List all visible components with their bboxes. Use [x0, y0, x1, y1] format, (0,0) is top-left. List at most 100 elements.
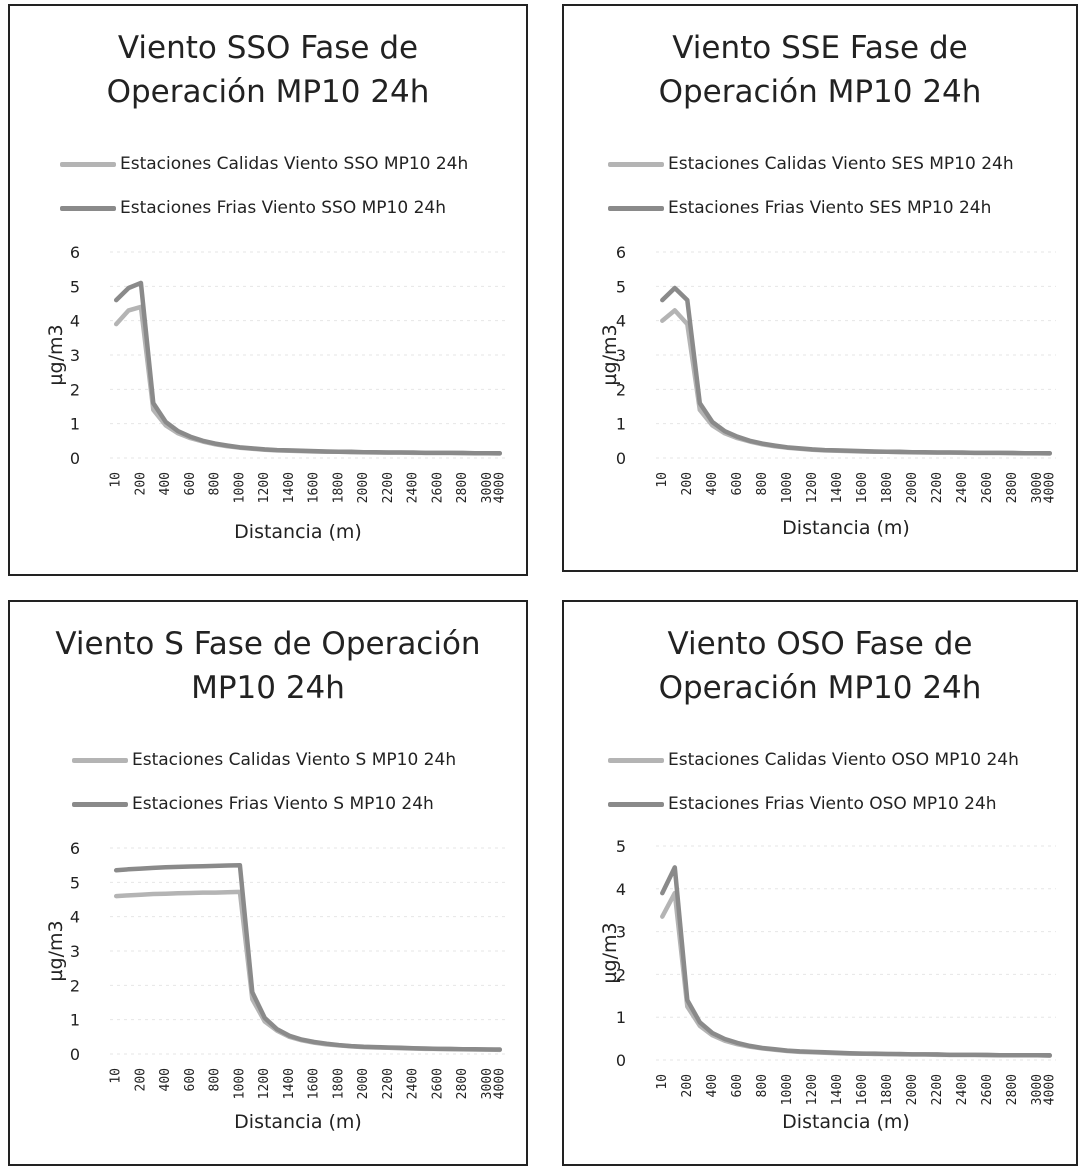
x-tick-label: 400 [705, 472, 720, 495]
x-tick-label: 2600 [980, 472, 995, 503]
x-tick-label: 4000 [492, 1068, 507, 1099]
chart-svg: 0 1 2 3 4 5 6 10 200 400 600 800 1000 1200 1400 1600 180… [45, 839, 507, 1133]
legend-swatch [72, 757, 128, 763]
legend-label: Estaciones Calidas Viento OSO MP10 24h [668, 750, 1019, 770]
legend-swatch [60, 205, 116, 211]
chart-legend: Estaciones Calidas Viento SSO MP10 24h Es… [60, 142, 468, 230]
y-tick-label: 0 [616, 449, 626, 468]
x-tick-label: 10 [655, 472, 670, 488]
y-tick-label: 6 [70, 839, 80, 858]
x-tick-label: 1600 [855, 1074, 870, 1105]
y-tick-label: 3 [70, 346, 80, 365]
y-tick-label: 4 [70, 312, 80, 331]
y-tick-label: 2 [616, 965, 626, 984]
chart-svg: 0 1 2 3 4 5 10 200 400 600 800 1000 1200 1400 1600 1800… [599, 837, 1057, 1133]
x-tick-label: 1600 [855, 472, 870, 503]
y-tick-label: 5 [616, 277, 626, 296]
x-tick-label: 600 [183, 1068, 198, 1091]
y-tick-label: 3 [70, 942, 80, 961]
x-tick-label: 2600 [430, 472, 445, 503]
chart-legend: Estaciones Calidas Viento SES MP10 24h Es… [608, 142, 1014, 230]
series-line-1 [660, 865, 1053, 1058]
x-tick-label: 2400 [955, 1074, 970, 1105]
x-tick-label: 2000 [356, 1068, 371, 1099]
x-tick-label: 2200 [930, 472, 945, 503]
x-tick-label: 2800 [1005, 1074, 1020, 1105]
legend-label: Estaciones Frias Viento OSO MP10 24h [668, 794, 997, 814]
x-tick-label: 400 [158, 1068, 173, 1091]
legend-item: Estaciones Frias Viento SES MP10 24h [608, 186, 1014, 230]
y-tick-label: 5 [70, 277, 80, 296]
x-tick-label: 1000 [232, 1068, 247, 1099]
chart-title: Viento SSE Fase de Operación MP10 24h [658, 30, 982, 110]
x-tick-label: 600 [730, 1074, 745, 1097]
x-tick-label: 600 [730, 472, 745, 495]
legend-swatch [72, 801, 128, 807]
x-tick-label: 2400 [406, 472, 421, 503]
series-line-1 [113, 280, 503, 456]
x-tick-label: 1000 [780, 1074, 795, 1105]
x-tick-label: 2800 [455, 1068, 470, 1099]
x-tick-label: 10 [109, 1068, 124, 1084]
chart-panel-viento-s: Viento S Fase de Operación MP10 24h Estaci… [8, 600, 528, 1166]
chart-svg: 0 1 2 3 4 5 6 10 200 400 600 800 1000 1200 1400 1600 180… [45, 243, 507, 543]
chart-title: Viento OSO Fase de Operación MP10 24h [658, 626, 982, 706]
legend-label: Estaciones Frias Viento S MP10 24h [132, 794, 434, 814]
series-line-0 [113, 304, 503, 456]
x-tick-label: 1800 [331, 472, 346, 503]
x-tick-label: 1000 [232, 472, 247, 503]
x-tick-label: 800 [208, 1068, 223, 1091]
x-axis-title: Distancia (m) [782, 517, 910, 539]
y-tick-label: 4 [616, 880, 626, 899]
chart-panel-viento-sso: Viento SSO Fase de Operación MP10 24h Esta… [8, 4, 528, 576]
x-tick-label: 3000 [480, 472, 495, 503]
y-tick-label: 4 [70, 908, 80, 927]
x-axis-title: Distancia (m) [234, 1111, 362, 1133]
y-tick-label: 0 [70, 1045, 80, 1064]
legend-item: Estaciones Calidas Viento SSO MP10 24h [60, 142, 468, 186]
x-tick-label: 800 [208, 472, 223, 495]
series-line-0 [660, 308, 1053, 456]
x-tick-label: 2200 [381, 1068, 396, 1099]
x-tick-label: 1200 [805, 1074, 820, 1105]
chart-legend: Estaciones Calidas Viento S MP10 24h Esta… [72, 738, 456, 826]
y-tick-label: 1 [616, 415, 626, 434]
chart-svg: 0 1 2 3 4 5 6 10 200 400 600 800 1000 1200 1400 1600 180… [599, 243, 1057, 539]
legend-swatch [608, 757, 664, 763]
x-tick-label: 200 [680, 1074, 695, 1097]
y-tick-label: 0 [616, 1051, 626, 1070]
y-tick-label: 0 [70, 449, 80, 468]
x-tick-label: 2200 [381, 472, 396, 503]
y-tick-label: 1 [616, 1008, 626, 1027]
x-tick-label: 2000 [356, 472, 371, 503]
x-tick-label: 1600 [307, 1068, 322, 1099]
y-tick-label: 6 [70, 243, 80, 262]
legend-swatch [608, 161, 664, 167]
x-tick-label: 1800 [880, 1074, 895, 1105]
legend-swatch [60, 161, 116, 167]
legend-item: Estaciones Calidas Viento SES MP10 24h [608, 142, 1014, 186]
x-tick-label: 2200 [930, 1074, 945, 1105]
x-tick-label: 1400 [282, 472, 297, 503]
chart-panel-viento-sse: Viento SSE Fase de Operación MP10 24h Esta… [562, 4, 1078, 572]
chart-legend: Estaciones Calidas Viento OSO MP10 24h Es… [608, 738, 1019, 826]
y-tick-label: 2 [70, 380, 80, 399]
y-tick-label: 1 [70, 415, 80, 434]
legend-item: Estaciones Calidas Viento OSO MP10 24h [608, 738, 1019, 782]
series-line-1 [113, 862, 503, 1052]
x-tick-label: 3000 [480, 1068, 495, 1099]
x-tick-label: 2600 [980, 1074, 995, 1105]
legend-label: Estaciones Calidas Viento SES MP10 24h [668, 154, 1014, 174]
x-tick-label: 2400 [955, 472, 970, 503]
y-tick-label: 1 [70, 1011, 80, 1030]
y-axis-title: µg/m3 [45, 920, 67, 981]
series-line-0 [113, 889, 503, 1053]
x-tick-label: 4000 [1042, 472, 1057, 503]
x-tick-label: 2400 [406, 1068, 421, 1099]
x-tick-label: 2000 [905, 472, 920, 503]
x-tick-label: 1800 [331, 1068, 346, 1099]
x-tick-label: 1200 [805, 472, 820, 503]
x-tick-label: 2800 [1005, 472, 1020, 503]
x-tick-label: 3000 [1030, 1074, 1045, 1105]
x-tick-label: 1400 [830, 472, 845, 503]
